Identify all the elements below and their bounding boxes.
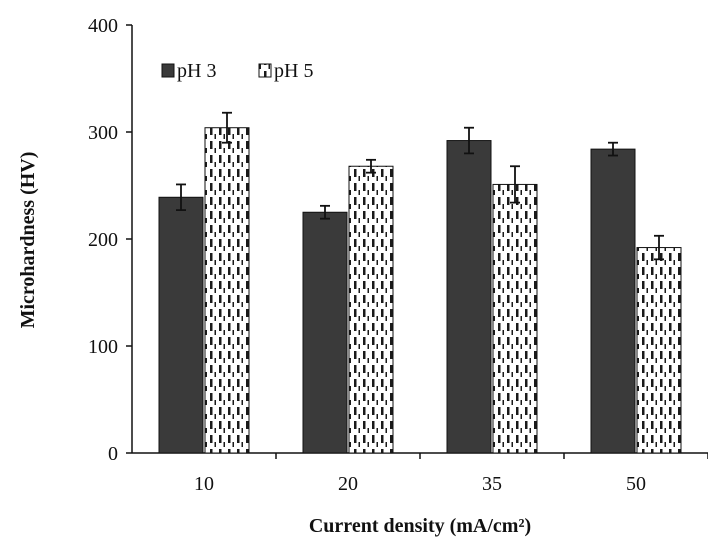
legend-label-ph5: pH 5 — [274, 60, 313, 82]
y-ticks: 0 100 200 300 400 — [88, 15, 132, 465]
bars — [158, 111, 682, 454]
legend-swatch-ph5 — [258, 63, 272, 78]
y-tick-label: 200 — [88, 229, 118, 251]
y-tick-label: 100 — [88, 336, 118, 358]
bar-ph5 — [348, 165, 394, 454]
y-axis-title: Microhardness (HV) — [17, 152, 39, 329]
bar-ph5 — [492, 183, 538, 454]
y-tick-label: 400 — [88, 15, 118, 37]
x-axis-title: Current density (mA/cm²) — [309, 515, 531, 537]
bar-ph5 — [204, 127, 250, 454]
x-tick-label: 35 — [482, 473, 502, 495]
legend-swatch-ph3 — [161, 63, 175, 78]
x-tick-label: 50 — [626, 473, 646, 495]
x-tick-label: 20 — [338, 473, 358, 495]
plot-area: 0 100 200 300 400 10 20 35 50 — [88, 15, 708, 495]
y-tick-label: 300 — [88, 122, 118, 144]
y-tick-label: 0 — [108, 443, 118, 465]
x-ticks: 10 20 35 50 — [194, 453, 708, 495]
bar-ph3 — [590, 148, 636, 454]
bar-ph3 — [446, 140, 492, 454]
legend: pH 3 pH 5 — [161, 60, 313, 82]
x-tick-label: 10 — [194, 473, 214, 495]
bar-ph3 — [158, 196, 204, 454]
legend-label-ph3: pH 3 — [177, 60, 216, 82]
bar-ph3 — [302, 211, 348, 454]
bar-ph5 — [636, 247, 682, 454]
